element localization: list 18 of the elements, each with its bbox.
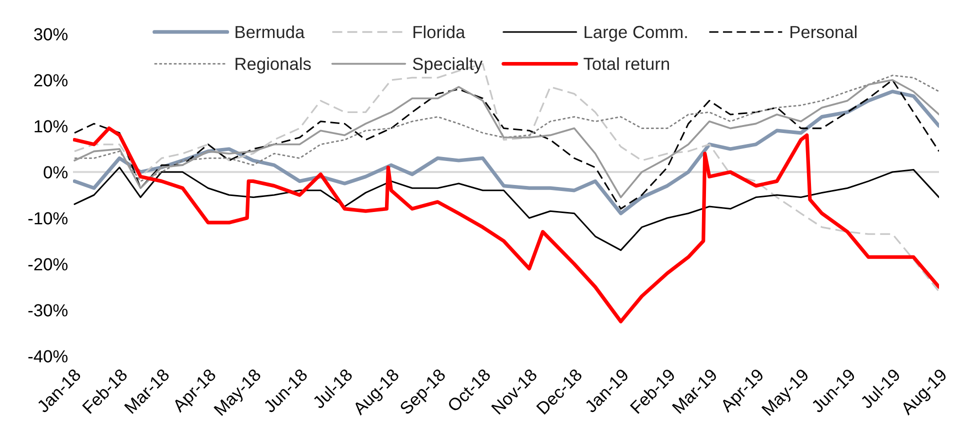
y-tick-label: -30% xyxy=(28,304,68,316)
line-series xyxy=(74,166,939,251)
line-series xyxy=(73,126,939,324)
legend-label: Specialty xyxy=(412,57,483,74)
line-series xyxy=(74,74,939,182)
legend-label: Regionals xyxy=(236,57,311,74)
y-tick-label: -10% xyxy=(28,212,68,224)
y-tick-label: 0% xyxy=(44,166,68,178)
legend-label: Large Comm. xyxy=(584,26,687,42)
legend-label: Bermuda xyxy=(236,25,305,38)
legend-label: Total return xyxy=(584,57,669,70)
y-tick-label: -20% xyxy=(28,258,68,270)
y-tick-label: 30% xyxy=(34,28,68,40)
y-tick-label: 10% xyxy=(34,120,68,132)
y-tick-label: -40% xyxy=(28,350,68,362)
legend-label: Florida xyxy=(414,25,466,38)
legend-label: Personal xyxy=(790,25,856,38)
y-tick-label: 20% xyxy=(34,74,68,86)
